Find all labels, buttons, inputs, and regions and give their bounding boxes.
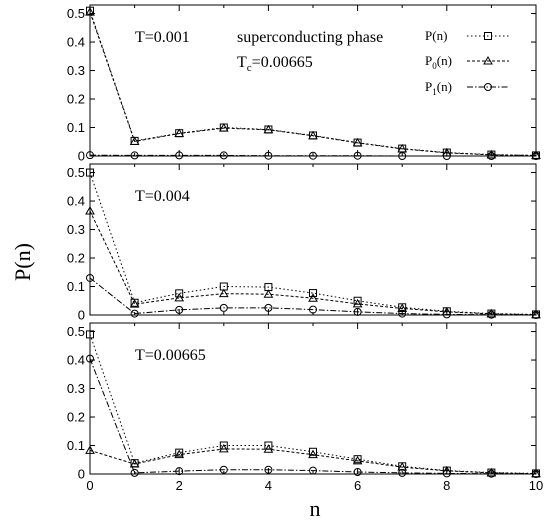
data-point [220, 290, 228, 297]
series-line [90, 359, 536, 474]
panel-temperature-label: T=0.00665 [135, 347, 206, 364]
y-tick-label: 0.1 [67, 279, 85, 294]
phase-note: superconducting phase [237, 29, 383, 46]
x-tick-label: 8 [443, 478, 450, 493]
x-tick-label: 2 [176, 478, 183, 493]
series-line [90, 449, 536, 474]
panel-1: 0 0.1 0.2 0.3 0.4 0.5 T=0.001 superconducting p… [67, 5, 540, 164]
tc-value: =0.00665 [252, 54, 313, 71]
x-tick-label: 0 [86, 478, 93, 493]
y-tick-label: 0.4 [67, 35, 85, 50]
critical-temperature-note: Tc=0.00665 [237, 54, 313, 74]
y-axis-title: P(n) [10, 243, 35, 281]
legend-label: P1(n) [425, 79, 452, 97]
panel-frame [90, 164, 536, 315]
chart-panels: 0 0.1 0.2 0.3 0.4 0.5 T=0.001 superconducting p… [67, 5, 543, 493]
legend-label: P0(n) [425, 53, 452, 71]
legend: P(n) P0(n) P1(n) [425, 28, 509, 97]
y-tick-label: 0 [78, 308, 85, 323]
panel-3: 0 0.1 0.2 0.3 0.4 0.5 0 2 4 6 8 10 T=0.00665 [67, 323, 543, 493]
legend-label: P(n) [425, 28, 447, 43]
panel-temperature-label: T=0.001 [135, 29, 190, 46]
series-line [90, 211, 536, 315]
y-tick-label: 0 [78, 467, 85, 482]
series-p0n [86, 207, 540, 318]
series-p1n [87, 355, 540, 477]
y-tick-label: 0.3 [67, 222, 85, 237]
legend-entry: P(n) [425, 28, 509, 43]
legend-entry: P0(n) [425, 53, 509, 71]
y-tick-label: 0.2 [67, 92, 85, 107]
panel-temperature-label: T=0.004 [135, 188, 190, 205]
y-tick-label: 0.5 [67, 6, 85, 21]
y-tick-label: 0 [78, 149, 85, 164]
y-tick-label: 0.1 [67, 438, 85, 453]
y-tick-label: 0.3 [67, 381, 85, 396]
y-tick-label: 0.3 [67, 63, 85, 78]
y-tick-label: 0.1 [67, 120, 85, 135]
tc-main: T [237, 54, 247, 71]
y-tick-label: 0.4 [67, 353, 85, 368]
panel-frame [90, 5, 536, 156]
x-tick-label: 6 [354, 478, 361, 493]
legend-entry: P1(n) [425, 79, 509, 97]
panel-2: 0 0.1 0.2 0.3 0.4 0.5 T=0.004 [67, 164, 540, 323]
x-tick-label: 10 [529, 478, 543, 493]
y-tick-label: 0.2 [67, 251, 85, 266]
y-tick-label: 0.4 [67, 194, 85, 209]
x-tick-label: 4 [265, 478, 272, 493]
y-tick-label: 0.5 [67, 324, 85, 339]
y-tick-label: 0.5 [67, 165, 85, 180]
x-axis-title: n [310, 496, 321, 521]
y-tick-label: 0.2 [67, 410, 85, 425]
